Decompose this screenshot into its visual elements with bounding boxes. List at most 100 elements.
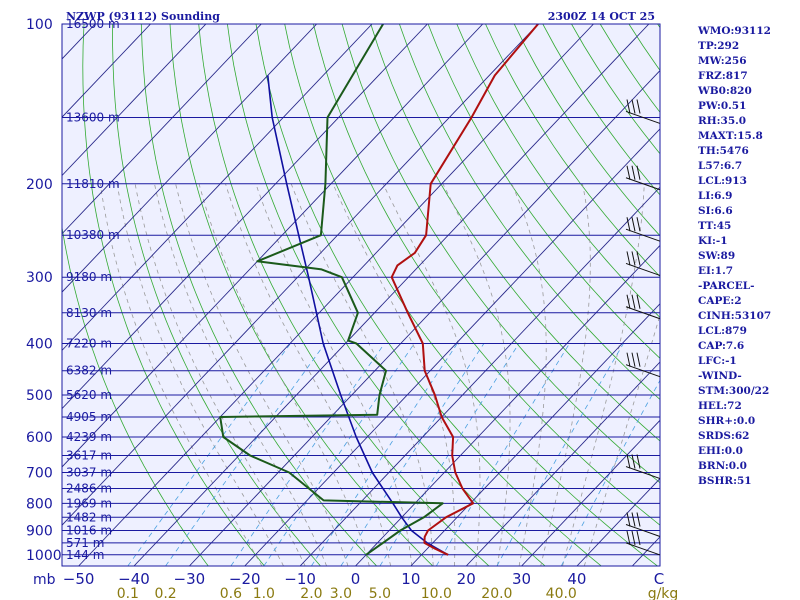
moist-adiabat: [225, 183, 391, 566]
height-label: 7220 m: [66, 337, 112, 351]
stat-line: SW:89: [698, 250, 736, 262]
plot-background: [62, 24, 660, 566]
height-label: 6382 m: [66, 364, 112, 378]
stat-line: MAXT:15.8: [698, 130, 763, 142]
isotherm: [299, 186, 660, 566]
stat-line: STM:300/22: [698, 385, 770, 397]
stat-line: WMO:93112: [698, 25, 771, 37]
mixing-ratio-label: 2.0: [300, 586, 322, 600]
height-label: 144 m: [66, 548, 104, 562]
isotherm: [0, 24, 40, 566]
temperature-tick-label: −20: [229, 570, 261, 588]
height-label: 11810 m: [66, 177, 120, 191]
temperature-tick-label: −10: [284, 570, 316, 588]
moist-adiabat: [442, 183, 511, 566]
isotherm: [62, 24, 539, 526]
isotherm: [521, 419, 660, 566]
stat-line: BSHR:51: [698, 475, 752, 487]
moist-adiabat: [332, 183, 456, 566]
wind-barb: [625, 454, 661, 480]
mixing-ratio-line: [560, 379, 660, 566]
height-label: 3617 m: [66, 448, 112, 462]
dry-adiabat: [399, 24, 660, 401]
pressure-tick-label: 600: [26, 430, 53, 446]
height-label: 13600 m: [66, 110, 120, 124]
moist-adiabat: [154, 183, 328, 566]
moist-adiabat: [382, 183, 481, 566]
isotherm: [189, 69, 660, 566]
temperature-tick-label: 20: [457, 570, 476, 588]
mixing-ratio-label: 3.0: [330, 586, 352, 600]
dry-adiabat: [456, 24, 660, 318]
dry-adiabat: [313, 24, 660, 526]
pressure-tick-label: 400: [26, 337, 53, 353]
stat-line: MW:256: [698, 55, 747, 67]
mixing-ratio-line: [165, 343, 326, 566]
height-label: 571 m: [66, 536, 104, 550]
stat-line: CAP:7.6: [698, 340, 745, 352]
mixing-ratio-line: [311, 343, 458, 566]
stat-line: CINH:53107: [698, 310, 772, 322]
isotherm: [133, 24, 650, 566]
temperature-tick-label: 0: [351, 570, 361, 588]
stat-line: KI:-1: [698, 235, 728, 247]
stat-line: LCL:879: [698, 325, 747, 337]
dry-adiabat: [62, 225, 209, 566]
dry-adiabat: [284, 24, 658, 566]
isotherm: [62, 24, 317, 293]
stat-line: EHI:0.0: [698, 445, 743, 457]
mixing-ratio-unit: g/kg: [648, 586, 679, 600]
stat-line: SHR+:0.0: [698, 415, 756, 427]
height-label: 2486 m: [66, 481, 112, 495]
mixing-ratio-line: [127, 343, 291, 566]
dewpoint-trace: [219, 24, 444, 556]
temperature-tick-label: 10: [401, 570, 420, 588]
dry-adiabat: [485, 24, 660, 278]
pressure-tick-label: 300: [26, 270, 53, 286]
isotherm: [78, 24, 594, 566]
temperature-tick-label: −30: [174, 570, 206, 588]
stat-line: SRDS:62: [698, 430, 750, 442]
wind-barb: [625, 530, 661, 556]
height-label: 1969 m: [66, 496, 112, 510]
pressure-axis-label: mb: [33, 572, 56, 588]
isotherm: [62, 24, 373, 352]
stat-line: L57:6.7: [698, 160, 743, 172]
height-label: 3037 m: [66, 466, 112, 480]
wind-barb: [625, 352, 661, 378]
stat-line: LFC:-1: [698, 355, 737, 367]
mixing-ratio-label: 0.2: [154, 586, 176, 600]
stat-line: RH:35.0: [698, 115, 747, 127]
isotherm: [465, 361, 660, 566]
plot-area: [0, 24, 660, 566]
mixing-ratio-line: [379, 343, 520, 566]
moist-adiabat: [99, 183, 263, 566]
moist-adiabat: [511, 183, 547, 566]
wind-barb: [625, 251, 661, 276]
stat-line: HEL:72: [698, 400, 742, 412]
stat-line: -PARCEL-: [698, 280, 755, 292]
stat-line: TH:5476: [698, 145, 749, 157]
mixing-ratio-label: 0.1: [117, 586, 139, 600]
plot-frame: [61, 23, 661, 567]
mixing-ratio-label: 10.0: [421, 586, 452, 600]
height-label: 1482 m: [66, 510, 112, 524]
dry-adiabat: [227, 24, 546, 566]
isotherm: [62, 24, 207, 177]
temperature-tick-label: 30: [512, 570, 531, 588]
height-label: 1016 m: [66, 523, 112, 537]
mixing-ratio-line: [435, 343, 570, 566]
stat-line: EI:1.7: [698, 265, 734, 277]
pressure-tick-label: 1000: [26, 548, 62, 564]
stat-line: FRZ:817: [698, 70, 748, 82]
pressure-tick-label: 200: [26, 177, 53, 193]
temperature-tick-label: −40: [118, 570, 150, 588]
isotherm: [62, 24, 262, 235]
mixing-ratio-line: [230, 343, 385, 566]
mixing-ratio-label: 5.0: [369, 586, 391, 600]
isotherm: [410, 303, 660, 566]
temperature-unit-label: C: [654, 570, 664, 588]
stat-line: LCL:913: [698, 175, 747, 187]
stat-line: WB0:820: [698, 85, 752, 97]
